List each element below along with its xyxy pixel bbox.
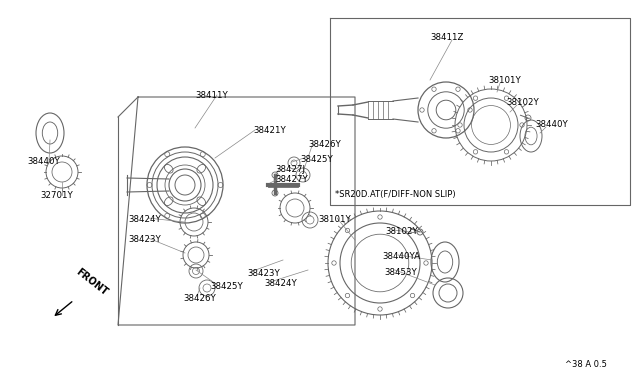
Text: 38101Y: 38101Y xyxy=(318,215,351,224)
Text: 38102Y: 38102Y xyxy=(506,98,539,107)
Text: FRONT: FRONT xyxy=(74,267,109,298)
Text: 38102Y: 38102Y xyxy=(385,227,418,236)
Text: 38440Y: 38440Y xyxy=(27,157,60,166)
Text: 38101Y: 38101Y xyxy=(488,76,521,85)
Text: ^38 A 0.5: ^38 A 0.5 xyxy=(565,360,607,369)
Text: 38440Y: 38440Y xyxy=(535,120,568,129)
Text: 38426Y: 38426Y xyxy=(183,294,216,303)
Text: 38423Y: 38423Y xyxy=(128,235,161,244)
Text: 32701Y: 32701Y xyxy=(40,191,73,200)
Text: 38427J: 38427J xyxy=(275,165,305,174)
Text: 38426Y: 38426Y xyxy=(308,140,340,149)
Text: 38427Y: 38427Y xyxy=(275,175,308,184)
Text: 38411Z: 38411Z xyxy=(430,33,463,42)
Text: 38424Y: 38424Y xyxy=(264,279,297,288)
Text: 38421Y: 38421Y xyxy=(253,126,285,135)
Text: 38424Y: 38424Y xyxy=(128,215,161,224)
Text: 38423Y: 38423Y xyxy=(247,269,280,278)
Text: *SR20D.AT(F/DIFF-NON SLIP): *SR20D.AT(F/DIFF-NON SLIP) xyxy=(335,190,456,199)
Text: 38425Y: 38425Y xyxy=(210,282,243,291)
Text: 38453Y: 38453Y xyxy=(384,268,417,277)
Text: 38425Y: 38425Y xyxy=(300,155,333,164)
Text: 38411Y: 38411Y xyxy=(195,91,228,100)
Text: 38440YA: 38440YA xyxy=(382,252,420,261)
